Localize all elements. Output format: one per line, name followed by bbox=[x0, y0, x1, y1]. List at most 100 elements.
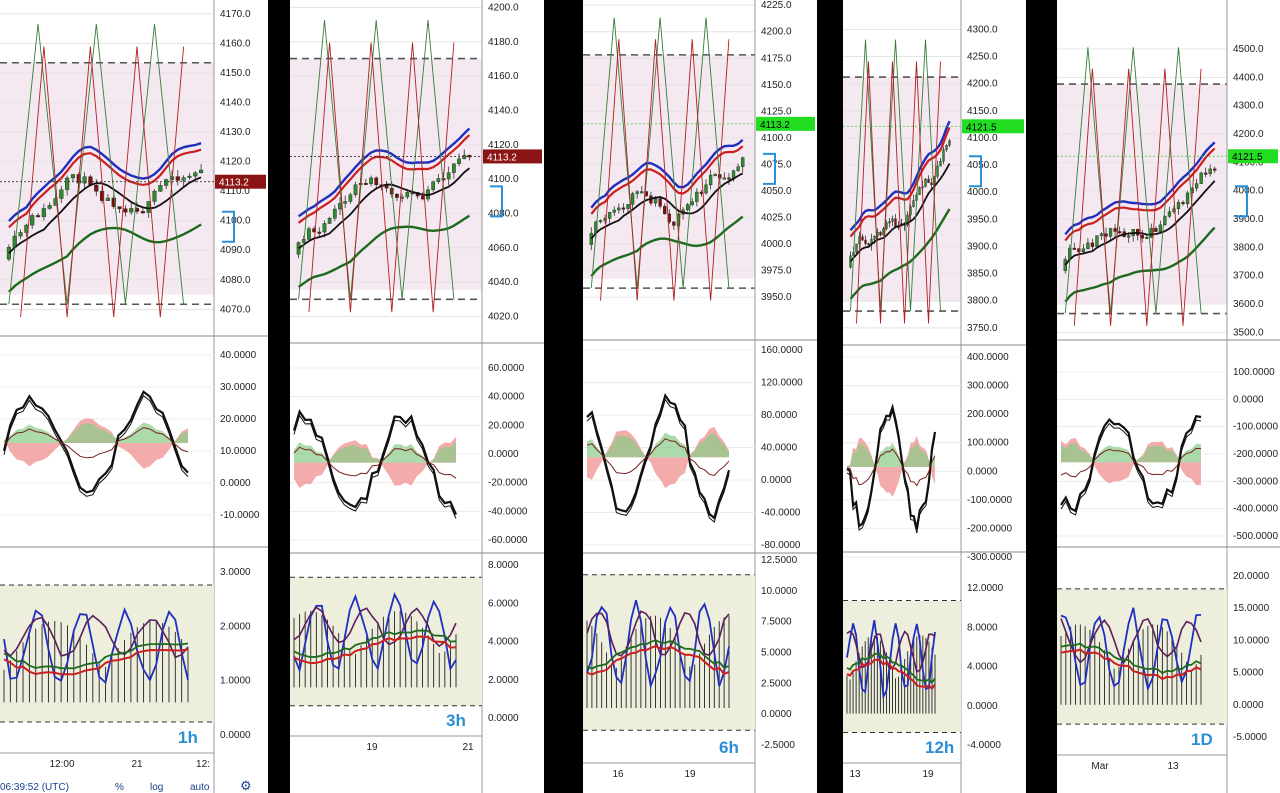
price-tick-label: 4300.0 bbox=[1233, 101, 1264, 112]
candle-body bbox=[861, 236, 864, 241]
percent-toggle[interactable]: % bbox=[115, 782, 124, 793]
chart-panel-6h[interactable]: 4225.0 4200.0 4175.0 4150.0 4125.0 4100.0 4075… bbox=[583, 0, 817, 793]
price-tick-label: 4000.0 bbox=[967, 187, 998, 198]
auto-toggle[interactable]: auto bbox=[190, 782, 210, 793]
price-tick-label: 4120.0 bbox=[488, 140, 519, 151]
candle-body bbox=[885, 222, 888, 229]
chart-svg-3h[interactable]: 4200.0 4180.0 4160.0 4140.0 4120.0 4100.0 4080… bbox=[290, 0, 544, 793]
price-tick-label: 3900.0 bbox=[967, 241, 998, 252]
candle-body bbox=[690, 201, 694, 205]
price-tick-label: 4180.0 bbox=[488, 37, 519, 48]
last-price-label: 4113.2 bbox=[219, 178, 249, 189]
candle-body bbox=[936, 165, 939, 177]
candle-body bbox=[685, 204, 690, 211]
osc1-tick-label: 60.0000 bbox=[488, 363, 525, 374]
candle-body bbox=[1127, 235, 1131, 238]
chart-svg-1h[interactable]: 4170.0 4160.0 4150.0 4140.0 4130.0 4120.0 4110… bbox=[0, 0, 268, 793]
green-baseline-line bbox=[590, 215, 744, 277]
candle-body bbox=[1149, 228, 1153, 238]
candle-body bbox=[708, 174, 713, 186]
candle-body bbox=[879, 231, 882, 236]
osc2-red-line bbox=[293, 635, 457, 665]
candle-body bbox=[1108, 228, 1113, 237]
osc2-tick-label: 8.0000 bbox=[967, 622, 998, 633]
chart-panel-12h[interactable]: 4300.0 4250.0 4200.0 4150.0 4100.0 4050.0 4000… bbox=[843, 0, 1026, 793]
osc2-purple-line bbox=[293, 606, 457, 648]
green-zigzag-line bbox=[8, 24, 185, 305]
candle-body bbox=[181, 177, 186, 181]
price-tick-label: 4150.0 bbox=[967, 106, 998, 117]
last-price-box bbox=[483, 149, 542, 164]
candle-body bbox=[1208, 168, 1212, 174]
chart-panel-1D[interactable]: 4500.04400.04300.04200.04100.04000.03900… bbox=[1057, 0, 1280, 793]
price-tick-label: 4200.0 bbox=[967, 79, 998, 90]
candle-body bbox=[117, 206, 122, 209]
candle-body bbox=[855, 243, 858, 253]
candle-body bbox=[607, 212, 612, 219]
timeframe-label: 12h bbox=[925, 738, 954, 757]
candle-body bbox=[1158, 224, 1163, 232]
osc2-tick-label: 7.5000 bbox=[761, 617, 792, 628]
ichimoku-cloud bbox=[290, 58, 482, 290]
osc1-tick-label: 40.0000 bbox=[220, 350, 257, 361]
candle-body bbox=[695, 191, 699, 202]
price-tick-label: 4000.0 bbox=[1233, 186, 1264, 197]
osc1-red-area bbox=[4, 418, 188, 469]
red-zigzag-line bbox=[308, 42, 455, 313]
chart-svg-6h[interactable]: 4225.0 4200.0 4175.0 4150.0 4125.0 4100.0 4075… bbox=[583, 0, 817, 793]
candle-body bbox=[374, 177, 379, 185]
price-tick-label: 3600.0 bbox=[1233, 299, 1264, 310]
price-tick-label: 4050.0 bbox=[761, 186, 792, 197]
osc1-tick-label: -20.0000 bbox=[488, 478, 528, 489]
osc2-tick-label: -5.0000 bbox=[1233, 732, 1267, 743]
osc2-red-line bbox=[846, 658, 936, 691]
osc1-tick-label: -40.0000 bbox=[488, 506, 528, 517]
osc1-green-area bbox=[1061, 442, 1201, 463]
candle-body bbox=[35, 215, 41, 218]
gear-icon[interactable]: ⚙ bbox=[240, 778, 252, 793]
candle-body bbox=[164, 179, 169, 186]
last-price-label: 4121.5 bbox=[966, 122, 997, 133]
osc1-red-area bbox=[1061, 437, 1201, 486]
last-price-box bbox=[215, 174, 266, 189]
log-toggle[interactable]: log bbox=[150, 782, 163, 793]
osc1-tick-label: 120.0000 bbox=[761, 378, 803, 389]
osc1-black-line bbox=[846, 403, 937, 530]
osc2-tick-label: 4.0000 bbox=[967, 662, 998, 673]
candle-body bbox=[621, 207, 626, 210]
candle-body bbox=[129, 208, 134, 213]
candle-body bbox=[47, 205, 52, 209]
chart-svg-1D[interactable]: 4500.04400.04300.04200.04100.04000.03900… bbox=[1057, 0, 1280, 793]
price-tick-label: 4200.0 bbox=[1233, 129, 1264, 140]
candle-body bbox=[146, 201, 151, 213]
red-signal-line bbox=[849, 126, 951, 238]
price-tick-label: 3850.0 bbox=[967, 269, 998, 280]
candle-body bbox=[942, 149, 945, 162]
candle-body bbox=[630, 193, 635, 205]
candle-body bbox=[431, 181, 436, 190]
price-tick-label: 4090.0 bbox=[220, 245, 251, 256]
x-tick-label: Mar bbox=[1091, 761, 1109, 772]
price-tick-label: 4200.0 bbox=[488, 2, 519, 13]
chart-svg-12h[interactable]: 4300.0 4250.0 4200.0 4150.0 4100.0 4050.0 4000… bbox=[843, 0, 1026, 793]
candle-body bbox=[1172, 208, 1176, 212]
timeframe-label: 6h bbox=[719, 738, 739, 757]
osc2-blue-line bbox=[846, 620, 936, 700]
candle-body bbox=[436, 178, 441, 182]
osc2-tick-label: 5.0000 bbox=[761, 648, 792, 659]
candle-body bbox=[82, 176, 87, 184]
candle-body bbox=[1090, 242, 1095, 247]
candle-body bbox=[1063, 259, 1067, 271]
candle-body bbox=[1140, 235, 1144, 239]
candle-body bbox=[1104, 233, 1108, 237]
chart-panel-1h[interactable]: 4170.0 4160.0 4150.0 4140.0 4130.0 4120.0 4110… bbox=[0, 0, 268, 793]
red-zigzag-line bbox=[856, 61, 941, 324]
price-tick-label: 3950.0 bbox=[761, 292, 792, 303]
chart-panel-3h[interactable]: 4200.0 4180.0 4160.0 4140.0 4120.0 4100.0 4080… bbox=[290, 0, 544, 793]
last-price-box bbox=[962, 119, 1024, 134]
price-tick-label: 4175.0 bbox=[761, 53, 792, 64]
osc1-tick-label: 10.0000 bbox=[220, 446, 257, 457]
annotation-bracket bbox=[222, 210, 235, 243]
osc2-blue-line bbox=[1060, 607, 1202, 692]
